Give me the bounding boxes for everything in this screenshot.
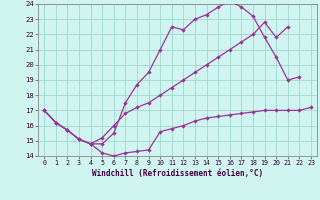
X-axis label: Windchill (Refroidissement éolien,°C): Windchill (Refroidissement éolien,°C) (92, 169, 263, 178)
